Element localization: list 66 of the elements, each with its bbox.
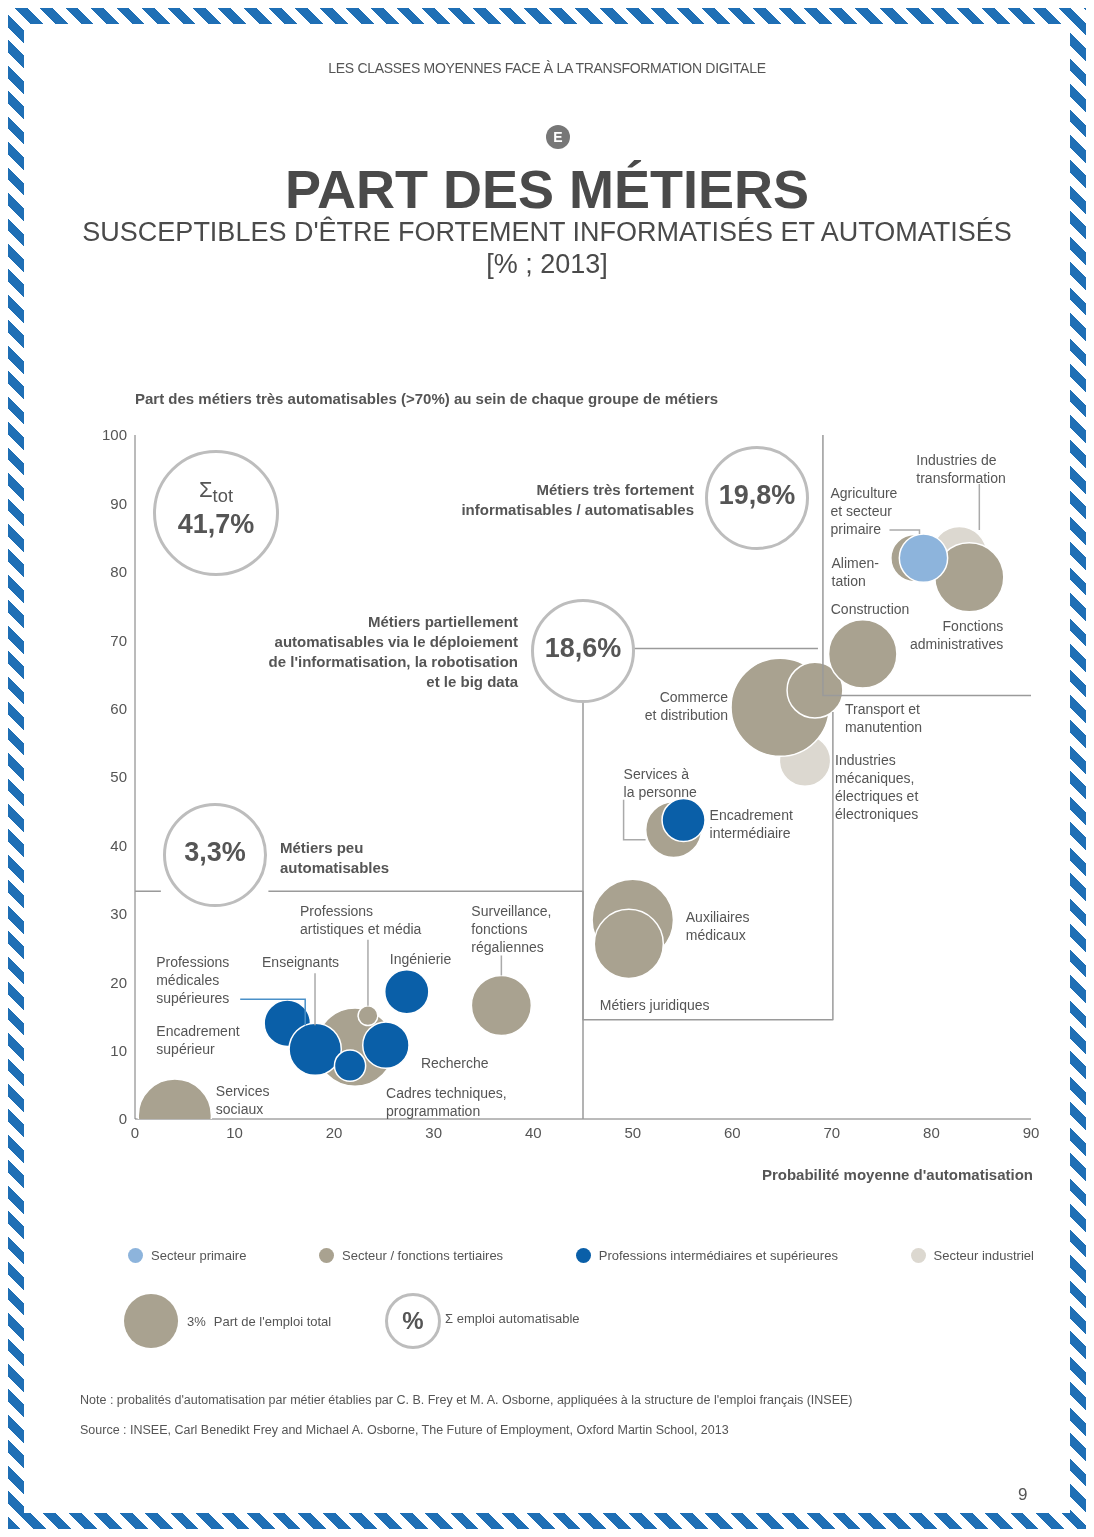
data-label: Alimen- tation — [831, 555, 880, 590]
y-tick-label: 90 — [110, 494, 127, 512]
y-tick-label: 60 — [110, 699, 127, 717]
legend-label: Secteur primaire — [151, 1248, 247, 1263]
source-note: Source : INSEE, Carl Benedikt Frey and Michael A. Osborne, The Future of Employment, Oxford Martin School, 2013 — [80, 1423, 729, 1437]
y-tick-label: 20 — [110, 973, 127, 991]
annotation: 19,8% — [718, 480, 796, 510]
data-label: Transport et manutention — [844, 701, 923, 736]
data-label: Industries mécaniques, électriques et électroniques — [835, 751, 919, 822]
data-label: Construction — [830, 600, 910, 617]
text: Note : probalités d'automatisation par métier établies par C. B. Frey et M. A. Osborne, appliquées à la structure de l'emploi français (INSEE) — [80, 1393, 853, 1407]
data-label: Surveillance, fonctions régaliennes — [471, 903, 552, 956]
data-label: Professions médicales supérieures — [156, 954, 230, 1007]
data-label: Ingénierie — [389, 950, 452, 967]
text: Σ emploi automatisable — [445, 1311, 580, 1326]
legend-label: Secteur / fonctions tertiaires — [341, 1248, 504, 1263]
data-label: Encadrement supérieur — [156, 1023, 240, 1058]
x-axis-title: Probabilité moyenne d'automatisation — [761, 1166, 1033, 1183]
annotation: Métiers très fortement informatisables / automatisables — [461, 481, 694, 518]
text: E — [553, 129, 563, 145]
x-tick-label: 0 — [130, 1123, 140, 1141]
text: 9 — [1018, 1485, 1028, 1504]
x-tick-label: 10 — [226, 1123, 243, 1141]
data-label: Services à la personne — [623, 765, 697, 800]
x-tick-label: 90 — [1022, 1123, 1040, 1141]
annotation: 18,6% — [544, 633, 622, 663]
annotation: 3,3% — [184, 837, 246, 867]
data-label: Commerce et distribution — [644, 689, 729, 724]
data-label: Cadres techniques, programmation — [386, 1084, 507, 1119]
x-tick-label: 30 — [425, 1123, 443, 1141]
data-label: Services sociaux — [215, 1082, 270, 1117]
x-tick-label: 60 — [723, 1123, 741, 1141]
chart-subtitle: SUSCEPTIBLES D'ÊTRE FORTEMENT INFORMATISÉS ET AUTOMATISÉS [% ; 2013] — [82, 217, 1012, 279]
annotation: Métiers partiellement automatisables via le déploiement de l'informatisation, la robotisation et le big data — [268, 613, 518, 690]
y-tick-label: 30 — [110, 905, 127, 923]
y-tick-label: 10 — [110, 1041, 127, 1059]
y-tick-label: 50 — [110, 768, 127, 786]
data-label: Fonctions administratives — [909, 618, 1004, 653]
y-axis-title: Part des métiers très automatisables (>70%) au sein de chaque groupe de métiers — [135, 390, 719, 407]
annotation: Σ$_{tot}$ — [199, 477, 233, 507]
y-tick-label: 0 — [118, 1110, 127, 1128]
x-tick-label: 70 — [823, 1123, 841, 1141]
data-label: Métiers juridiques — [599, 996, 710, 1013]
x-tick-label: 80 — [923, 1123, 940, 1141]
legend-label: Professions intermédiaires et supérieures — [598, 1248, 838, 1263]
y-tick-label: 70 — [110, 631, 127, 649]
data-label: Encadrement intermédiaire — [709, 807, 793, 842]
y-tick-label: 40 — [110, 836, 127, 854]
legend-label: Secteur industriel — [933, 1248, 1034, 1263]
x-tick-label: 20 — [325, 1123, 343, 1141]
y-tick-label: 100 — [101, 426, 127, 444]
annotation: 41,7% — [177, 509, 255, 539]
annotation: Métiers peu automatisables — [280, 839, 390, 876]
legend-label: 3% — [187, 1313, 206, 1329]
x-tick-label: 50 — [624, 1123, 642, 1141]
data-label: Agriculture et secteur primaire — [830, 485, 898, 538]
data-label: Recherche — [420, 1055, 489, 1072]
data-label: Enseignants — [262, 954, 340, 971]
text: Part de l'emploi total — [213, 1313, 332, 1329]
data-label: Professions artistiques et média — [299, 902, 422, 937]
x-tick-label: 40 — [524, 1123, 542, 1141]
data-label: Industries de transformation — [916, 452, 1006, 487]
text: LES CLASSES MOYENNES FACE À LA TRANSFORMATION DIGITALE — [328, 60, 766, 76]
data-label: Auxiliaires médicaux — [685, 908, 750, 943]
y-tick-label: 80 — [110, 563, 127, 581]
text: % — [402, 1307, 424, 1334]
